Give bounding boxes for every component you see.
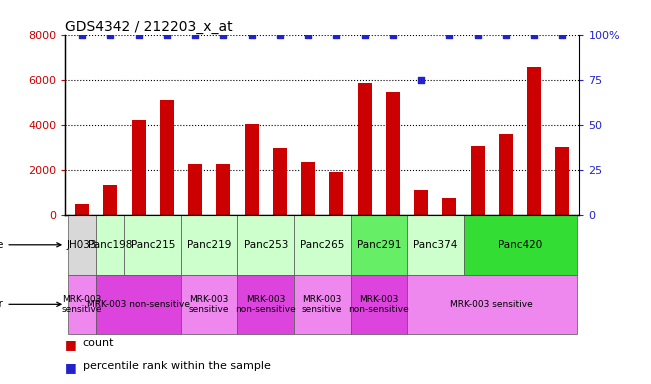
Text: MRK-003 sensitive: MRK-003 sensitive xyxy=(450,300,533,309)
Text: count: count xyxy=(83,338,114,348)
Bar xyxy=(499,134,513,215)
Bar xyxy=(216,164,230,215)
Text: Panc198: Panc198 xyxy=(88,240,133,250)
Bar xyxy=(181,275,238,334)
Text: Panc420: Panc420 xyxy=(498,240,542,250)
Text: other: other xyxy=(0,299,61,310)
Text: percentile rank within the sample: percentile rank within the sample xyxy=(83,361,271,371)
Bar xyxy=(68,215,96,275)
Bar xyxy=(238,215,294,275)
Bar xyxy=(301,162,315,215)
Bar xyxy=(238,275,294,334)
Bar xyxy=(386,92,400,215)
Bar xyxy=(132,120,146,215)
Point xyxy=(246,31,256,38)
Text: ■: ■ xyxy=(65,361,81,374)
Text: MRK-003
sensitive: MRK-003 sensitive xyxy=(62,295,102,314)
Bar xyxy=(188,164,202,215)
Bar xyxy=(294,275,350,334)
Point xyxy=(416,77,426,83)
Text: ■: ■ xyxy=(65,338,81,351)
Text: Panc253: Panc253 xyxy=(243,240,288,250)
Text: JH033: JH033 xyxy=(67,240,97,250)
Point xyxy=(275,31,285,38)
Point xyxy=(77,31,87,38)
Point xyxy=(557,31,568,38)
Point xyxy=(529,31,540,38)
Bar xyxy=(471,146,485,215)
Bar xyxy=(350,215,407,275)
Text: Panc265: Panc265 xyxy=(300,240,344,250)
Bar xyxy=(75,204,89,215)
Text: MRK-003 non-sensitive: MRK-003 non-sensitive xyxy=(87,300,190,309)
Text: MRK-003
non-sensitive: MRK-003 non-sensitive xyxy=(236,295,296,314)
Bar xyxy=(350,275,407,334)
Bar xyxy=(245,124,258,215)
Bar xyxy=(124,215,181,275)
Point xyxy=(133,31,144,38)
Text: MRK-003
non-sensitive: MRK-003 non-sensitive xyxy=(348,295,409,314)
Point xyxy=(190,31,201,38)
Bar xyxy=(407,215,464,275)
Point xyxy=(105,31,115,38)
Bar xyxy=(96,215,124,275)
Text: GDS4342 / 212203_x_at: GDS4342 / 212203_x_at xyxy=(65,20,232,33)
Point xyxy=(501,31,511,38)
Text: cell line: cell line xyxy=(0,240,61,250)
Text: MRK-003
sensitive: MRK-003 sensitive xyxy=(189,295,229,314)
Bar xyxy=(555,147,570,215)
Point xyxy=(331,31,342,38)
Text: Panc374: Panc374 xyxy=(413,240,458,250)
Bar xyxy=(294,215,350,275)
Bar xyxy=(414,190,428,215)
Text: MRK-003
sensitive: MRK-003 sensitive xyxy=(302,295,342,314)
Point xyxy=(161,31,172,38)
Bar xyxy=(329,172,344,215)
Bar xyxy=(442,198,456,215)
Point xyxy=(303,31,313,38)
Point xyxy=(218,31,229,38)
Point xyxy=(444,31,454,38)
Bar xyxy=(464,215,577,275)
Bar xyxy=(104,185,117,215)
Point xyxy=(388,31,398,38)
Point xyxy=(473,31,483,38)
Bar xyxy=(357,83,372,215)
Bar xyxy=(273,149,287,215)
Bar xyxy=(407,275,577,334)
Bar xyxy=(527,67,541,215)
Text: Panc215: Panc215 xyxy=(130,240,175,250)
Bar xyxy=(159,100,174,215)
Bar xyxy=(181,215,238,275)
Bar xyxy=(96,275,181,334)
Point xyxy=(359,31,370,38)
Text: Panc219: Panc219 xyxy=(187,240,231,250)
Text: Panc291: Panc291 xyxy=(357,240,401,250)
Bar xyxy=(68,275,96,334)
